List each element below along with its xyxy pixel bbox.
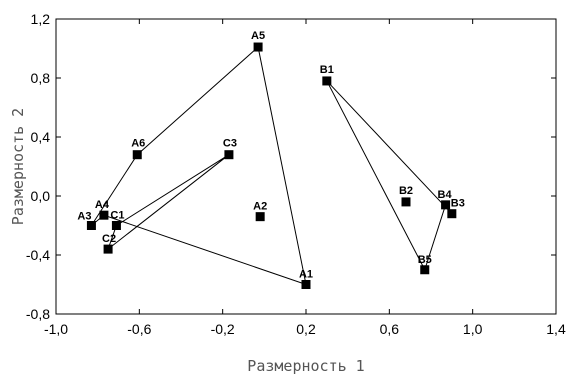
point-label-a3: A3 [77,211,91,223]
y-tick-label: 0,0 [31,188,51,204]
point-label-a5: A5 [251,30,265,42]
point-b5 [420,265,430,275]
x-tick-label: -0,6 [127,321,151,337]
point-label-a1: A1 [299,269,313,281]
point-label-b2: B2 [399,185,413,197]
x-tick-label: 0,6 [380,321,400,337]
point-label-c3: C3 [223,138,237,150]
data-points [86,42,457,289]
y-tick-label: -0,4 [26,247,50,263]
cluster-hull-1 [90,46,307,286]
x-axis-label: Размерность 1 [247,357,364,375]
point-b4 [441,200,451,210]
x-tick-label: 0,2 [296,321,316,337]
point-c1 [111,221,121,230]
point-a1 [301,280,311,289]
cluster-hull-2 [107,154,230,251]
y-tick-label: 0,4 [31,129,51,145]
cluster-hulls [90,46,453,286]
point-a2 [255,212,265,222]
cluster-hull-3 [326,80,453,272]
y-tick-label: 0,8 [31,70,51,86]
y-tick-label: 1,2 [31,11,51,27]
y-axis-label: Размерность 2 [9,108,27,225]
point-label-a6: A6 [131,138,145,150]
point-b2 [401,197,411,207]
point-label-b4: B4 [438,189,453,201]
point-label-c1: C1 [110,210,124,222]
point-a5 [253,42,263,52]
point-label-a2: A2 [253,201,267,213]
x-axis-ticks: -1,0 -0,6 -0,2 0,2 0,6 1,0 1,4 [44,19,566,337]
point-c3 [224,150,234,160]
y-tick-label: -0,8 [26,306,50,322]
point-a4 [99,210,109,220]
point-label-b5: B5 [418,254,432,266]
point-a6 [132,150,142,160]
x-tick-label: -1,0 [44,321,68,337]
point-label-a4: A4 [95,199,110,211]
x-tick-label: 1,0 [463,321,483,337]
x-tick-label: 1,4 [546,321,566,337]
x-tick-label: -0,2 [211,321,235,337]
point-label-c2: C2 [102,233,116,245]
point-a3 [86,221,96,230]
point-b3 [447,209,457,219]
point-label-b1: B1 [320,64,334,76]
point-b1 [322,76,332,86]
point-c2 [103,244,113,254]
y-axis-ticks: -0,8 -0,4 0,0 0,4 0,8 1,2 [26,11,556,322]
point-label-b3: B3 [451,198,465,210]
